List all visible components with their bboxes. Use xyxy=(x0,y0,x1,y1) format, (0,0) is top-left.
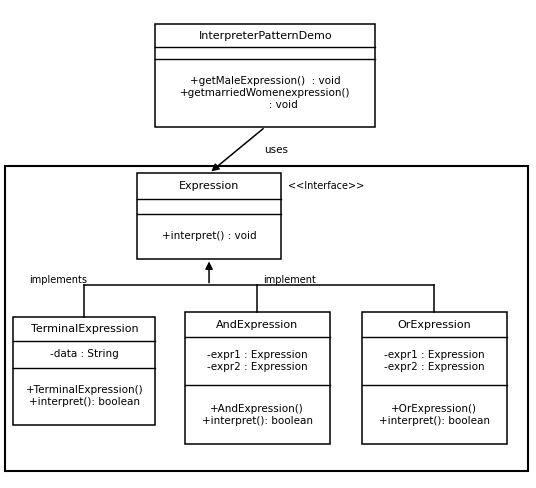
Text: AndExpression: AndExpression xyxy=(216,320,299,329)
Text: +OrExpression()
+interpret(): boolean: +OrExpression() +interpret(): boolean xyxy=(378,404,490,426)
Bar xyxy=(185,312,330,444)
Bar xyxy=(137,173,281,259)
Text: OrExpression: OrExpression xyxy=(397,320,471,329)
Text: -expr1 : Expression
-expr2 : Expression: -expr1 : Expression -expr2 : Expression xyxy=(207,350,308,372)
Text: +getMaleExpression()  : void
+getmarriedWomenexpression()
           : void: +getMaleExpression() : void +getmarriedW… xyxy=(180,77,351,110)
Text: implement: implement xyxy=(263,275,316,285)
Text: -data : String: -data : String xyxy=(50,349,119,359)
Bar xyxy=(13,317,155,425)
Text: implements: implements xyxy=(29,275,87,285)
Text: uses: uses xyxy=(264,145,288,155)
Text: Expression: Expression xyxy=(179,181,239,191)
Text: InterpreterPatternDemo: InterpreterPatternDemo xyxy=(198,31,332,41)
Text: +interpret() : void: +interpret() : void xyxy=(162,231,256,242)
Bar xyxy=(5,166,528,471)
Text: <<Interface>>: <<Interface>> xyxy=(288,181,364,191)
Text: TerminalExpression: TerminalExpression xyxy=(31,324,138,334)
Text: -expr1 : Expression
-expr2 : Expression: -expr1 : Expression -expr2 : Expression xyxy=(384,350,485,372)
Text: +AndExpression()
+interpret(): boolean: +AndExpression() +interpret(): boolean xyxy=(202,404,313,426)
Bar xyxy=(155,24,375,127)
Text: +TerminalExpression()
+interpret(): boolean: +TerminalExpression() +interpret(): bool… xyxy=(26,386,143,407)
Bar xyxy=(362,312,507,444)
